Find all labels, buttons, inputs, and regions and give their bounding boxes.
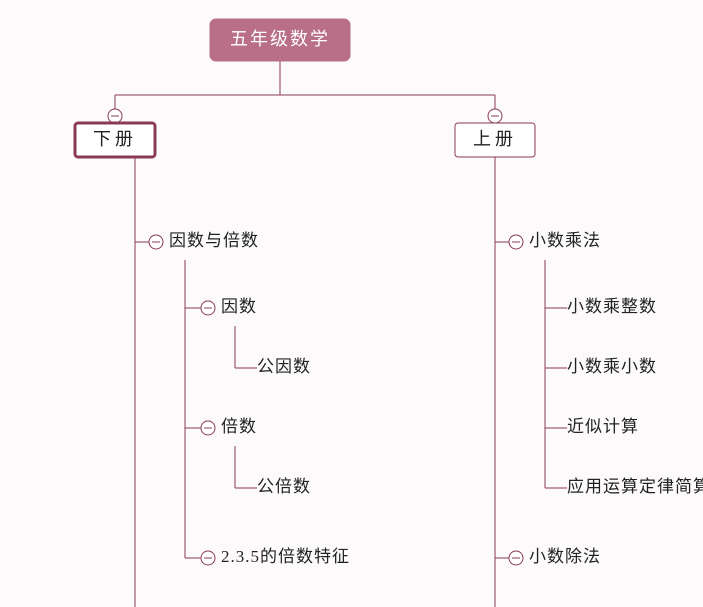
collapse-toggle[interactable] bbox=[201, 551, 215, 565]
collapse-toggle-vol2[interactable] bbox=[108, 109, 122, 123]
volume-label: 上册 bbox=[473, 129, 517, 149]
mindmap-canvas: 五年级数学下册 上册因数与倍数因数公因数倍数公倍数 2.3.5的倍数特征 小数乘法小数… bbox=[0, 0, 703, 607]
topic-node[interactable]: 小数乘小数 bbox=[567, 357, 657, 376]
collapse-toggle[interactable] bbox=[509, 551, 523, 565]
topic-node[interactable]: 倍数 bbox=[221, 417, 257, 436]
collapse-toggle[interactable] bbox=[201, 301, 215, 315]
topic-node[interactable]: 因数 bbox=[221, 297, 257, 316]
topic-node[interactable]: 小数乘整数 bbox=[567, 297, 657, 316]
volume-label: 下册 bbox=[93, 129, 137, 149]
topic-node[interactable]: 小数乘法 bbox=[529, 231, 601, 250]
topic-node[interactable]: 2.3.5的倍数特征 bbox=[221, 547, 350, 566]
topic-node[interactable]: 公因数 bbox=[257, 357, 311, 376]
collapse-toggle[interactable] bbox=[201, 421, 215, 435]
topic-node[interactable]: 小数除法 bbox=[529, 547, 601, 566]
topic-node[interactable]: 因数与倍数 bbox=[169, 231, 259, 250]
collapse-toggle[interactable] bbox=[149, 235, 163, 249]
collapse-toggle[interactable] bbox=[509, 235, 523, 249]
topic-node[interactable]: 公倍数 bbox=[257, 477, 311, 496]
root-label: 五年级数学 bbox=[230, 29, 330, 49]
topic-node[interactable]: 应用运算定律简算 bbox=[567, 477, 703, 496]
collapse-toggle-vol1[interactable] bbox=[488, 109, 502, 123]
topic-node[interactable]: 近似计算 bbox=[567, 417, 639, 436]
